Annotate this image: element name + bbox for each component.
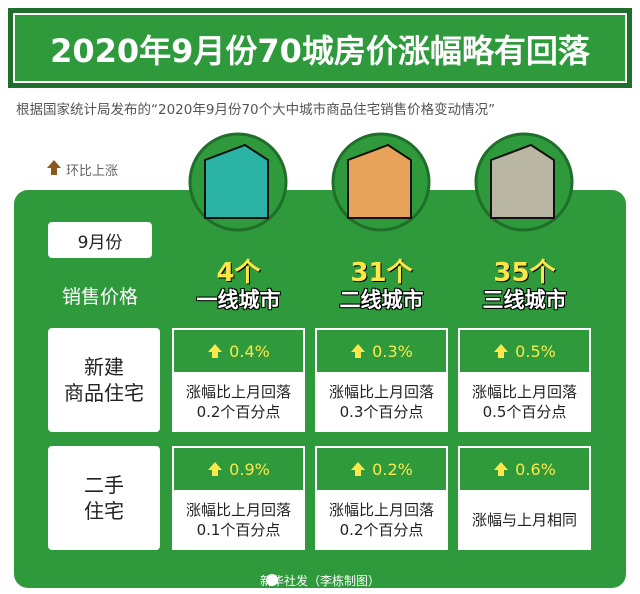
logo (266, 574, 278, 586)
change-value: 0.2% (372, 459, 413, 479)
row-header-line: 新建 (84, 355, 124, 379)
cell-value: 0.9% (172, 446, 305, 490)
note-line: 涨幅比上月回落 (185, 501, 291, 519)
month: 9月份 (77, 232, 123, 253)
row-header: 二手 住宅 (48, 446, 160, 550)
note-line: 0.2个百分点 (196, 403, 281, 421)
note-line: 涨幅与上月相同 (471, 511, 577, 529)
legend-label: 环比上涨 (66, 164, 119, 179)
cell-note: 涨幅比上月回落 0.1个百分点 (172, 490, 305, 550)
note-line: 0.3个百分点 (339, 403, 424, 421)
title-banner (13, 13, 627, 83)
row-header-line: 住宅 (84, 499, 124, 523)
note-line: 0.2个百分点 (339, 521, 424, 539)
up-arrow (494, 344, 509, 358)
cell-value: 0.5% (458, 328, 591, 372)
row-header-line: 二手 (84, 473, 124, 497)
up-arrow (208, 462, 223, 476)
cell-value: 0.4% (172, 328, 305, 372)
change-value: 0.4% (229, 341, 270, 361)
cell-value: 0.2% (315, 446, 448, 490)
change-value: 0.6% (515, 459, 556, 479)
city-tier: 三线城市 (482, 288, 567, 312)
cell-note: 涨幅比上月回落 0.5个百分点 (458, 372, 591, 432)
up-arrow (494, 462, 509, 476)
city-count: 31个 (350, 258, 413, 288)
footer: 新华社发（李栋制图） (259, 574, 380, 588)
legend-arrow (47, 160, 61, 175)
cell-note: 涨幅与上月相同 (458, 490, 591, 550)
cell-note: 涨幅比上月回落 0.2个百分点 (315, 490, 448, 550)
row-header: 新建 商品住宅 (48, 328, 160, 432)
subtitle: 根据国家统计局发布的“2020年9月份70个大中城市商品住宅销售价格变动情况” (16, 102, 496, 118)
title: 2020年9月份70城房价涨幅略有回落 (50, 32, 590, 70)
note-line: 0.1个百分点 (196, 521, 281, 539)
city-tier: 一线城市 (196, 288, 281, 312)
building-icons (188, 132, 574, 232)
note-line: 涨幅比上月回落 (328, 383, 434, 401)
change-value: 0.9% (229, 459, 270, 479)
up-arrow (351, 462, 366, 476)
change-value: 0.5% (515, 341, 556, 361)
row-label: 销售价格 (61, 286, 138, 308)
cell-note: 涨幅比上月回落 0.3个百分点 (315, 372, 448, 432)
note-line: 涨幅比上月回落 (328, 501, 434, 519)
city-count: 35个 (493, 258, 556, 288)
month-box: 9月份 (48, 222, 152, 258)
city-count: 4个 (216, 258, 261, 288)
cell-note: 涨幅比上月回落 0.2个百分点 (172, 372, 305, 432)
up-arrow (351, 344, 366, 358)
cell-value: 0.3% (315, 328, 448, 372)
cell-value: 0.6% (458, 446, 591, 490)
note-line: 涨幅比上月回落 (185, 383, 291, 401)
up-arrow (208, 344, 223, 358)
note-line: 0.5个百分点 (482, 403, 567, 421)
note-line: 涨幅比上月回落 (471, 383, 577, 401)
change-value: 0.3% (372, 341, 413, 361)
row-header-line: 商品住宅 (64, 381, 144, 405)
city-tier: 二线城市 (339, 288, 424, 312)
